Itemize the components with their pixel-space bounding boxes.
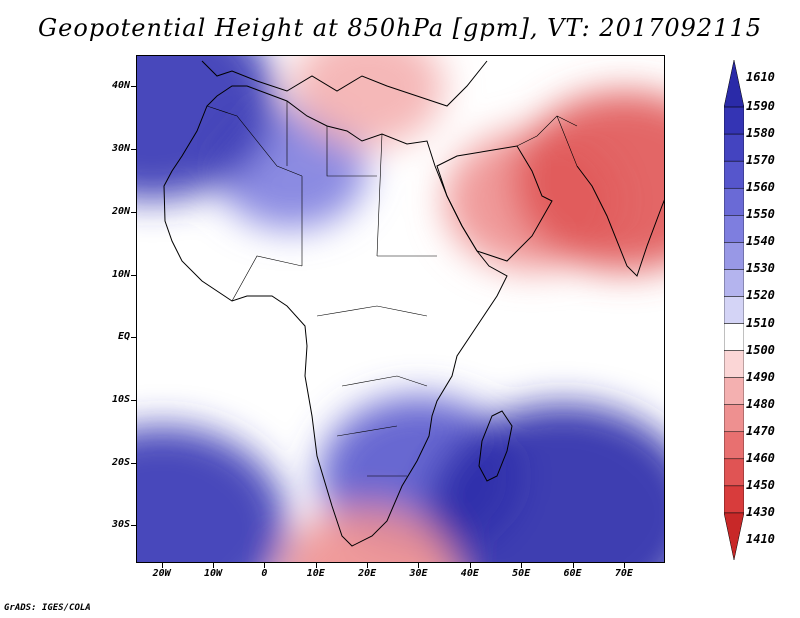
lon-tick-label: 10E: [306, 568, 325, 579]
colorbar-level-label: 1550: [746, 207, 775, 222]
colorbar-level-label: 1530: [746, 261, 775, 276]
lon-tick: [418, 563, 420, 568]
africa-coastline: [163, 85, 508, 547]
colorbar-level-label: 1460: [746, 450, 775, 465]
lon-tick: [572, 563, 574, 568]
lon-tick: [264, 563, 266, 568]
lon-tick: [161, 563, 163, 568]
lat-tick: [131, 274, 136, 276]
colorbar-swatch: [724, 458, 744, 487]
colorbar-level-label: 1570: [746, 153, 775, 168]
field-feature-8: [282, 506, 455, 562]
colorbar-swatch: [724, 512, 744, 560]
lon-tick: [367, 563, 369, 568]
lat-tick-label: 20N: [111, 205, 130, 217]
lat-tick-label: EQ: [117, 331, 130, 343]
colorbar-swatch: [724, 431, 744, 460]
colorbar-swatch: [724, 350, 744, 378]
lat-tick-label: 10N: [111, 268, 130, 280]
colorbar-swatch: [724, 269, 744, 297]
colorbar-level-label: 1580: [746, 126, 775, 141]
lon-tick-label: 30E: [409, 568, 428, 579]
lon-tick: [315, 563, 317, 568]
madagascar-coastline: [478, 410, 513, 482]
map-svg: [137, 56, 664, 562]
colorbar-swatch: [724, 296, 744, 324]
grads-credit: GrADS: IGES/COLA: [4, 603, 91, 613]
lat-tick: [131, 86, 136, 88]
lon-tick-label: 40E: [460, 568, 479, 579]
field-feature-6: [137, 426, 287, 562]
colorbar-level-label: 1480: [746, 396, 775, 411]
lon-tick-label: 20W: [152, 568, 171, 579]
lon-tick-label: 10W: [204, 568, 223, 579]
europe-coastline: [201, 60, 488, 107]
coastlines: [163, 60, 664, 547]
lat-tick-label: 30S: [111, 519, 130, 531]
colorbar: [724, 60, 744, 560]
colorbar-level-label: 1590: [746, 99, 775, 114]
lon-tick-label: 0: [261, 568, 268, 579]
lon-tick-label: 60E: [563, 568, 582, 579]
colorbar-level-label: 1430: [746, 504, 775, 519]
country-borders: [206, 101, 578, 477]
colorbar-level-label: 1450: [746, 477, 775, 492]
lon-tick: [623, 563, 625, 568]
colorbar-swatch: [724, 187, 744, 216]
colorbar-level-label: 1560: [746, 180, 775, 195]
colorbar-level-label: 1510: [746, 315, 775, 330]
colorbar-swatch: [724, 106, 744, 135]
colorbar-level-label: 1610: [746, 70, 775, 84]
colorbar-swatch: [724, 404, 744, 433]
map-panel: [136, 55, 665, 563]
arabia-coastline: [436, 145, 553, 262]
lat-tick: [131, 211, 136, 213]
chart-title: Geopotential Height at 850hPa [gpm], VT:…: [38, 14, 762, 42]
colorbar-swatch: [724, 160, 744, 189]
colorbar-swatch: [724, 60, 744, 108]
lon-tick: [521, 563, 523, 568]
colorbar-swatch: [724, 242, 744, 270]
colorbar-swatch: [724, 215, 744, 243]
field-feature-5: [427, 403, 664, 562]
field-feature-7: [137, 56, 277, 200]
colorbar-swatch: [724, 485, 744, 514]
lat-tick: [131, 462, 136, 464]
colorbar-swatch: [724, 133, 744, 162]
colorbar-level-label: 1490: [746, 369, 775, 384]
height-field: [137, 56, 664, 562]
lon-tick-label: 20E: [358, 568, 377, 579]
lon-tick-label: 50E: [512, 568, 531, 579]
lon-tick: [213, 563, 215, 568]
lat-tick-label: 10S: [111, 393, 130, 405]
field-feature-3: [292, 56, 445, 148]
lat-tick-label: 20S: [111, 456, 130, 468]
colorbar-level-label: 1520: [746, 288, 775, 303]
lat-tick-label: 30N: [111, 143, 130, 155]
lat-tick: [131, 337, 136, 339]
lat-tick: [131, 149, 136, 151]
lat-tick: [131, 525, 136, 527]
colorbar-level-label: 1540: [746, 234, 775, 249]
colorbar-level-label: 1470: [746, 423, 775, 438]
lon-tick: [469, 563, 471, 568]
lat-tick: [131, 399, 136, 401]
colorbar-level-label: 1410: [746, 532, 775, 546]
colorbar-level-label: 1500: [746, 342, 775, 357]
india-coastline: [576, 165, 664, 277]
lat-tick-label: 40N: [111, 80, 130, 92]
lon-tick-label: 70E: [614, 568, 633, 579]
colorbar-swatch: [724, 323, 744, 351]
colorbar-swatch: [724, 377, 744, 405]
